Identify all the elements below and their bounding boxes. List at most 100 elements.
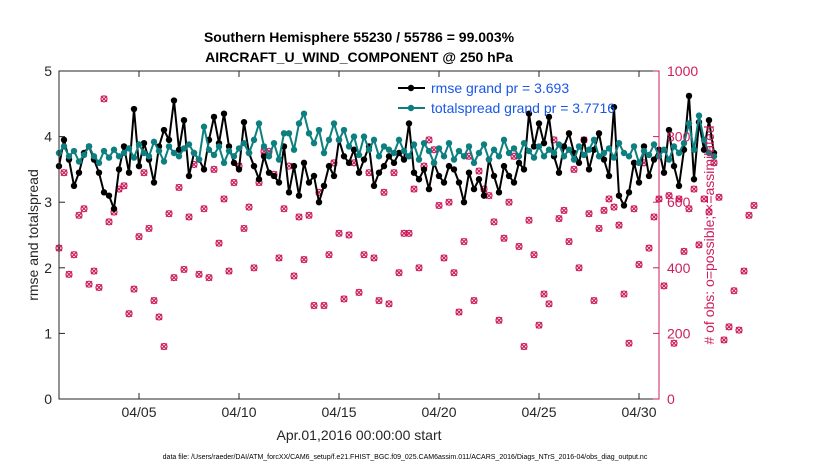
rmse-point <box>325 162 333 170</box>
obs-possible-marker <box>535 321 543 329</box>
obs-possible-marker <box>715 193 723 201</box>
rmse-point <box>420 166 428 173</box>
obs-assimilated-marker <box>725 323 733 331</box>
totalspread-point <box>430 159 438 167</box>
obs-possible-marker <box>250 264 258 272</box>
totalspread-point <box>635 159 643 167</box>
obs-assimilated-marker <box>455 308 463 316</box>
rmse-point <box>320 182 328 189</box>
obs-possible-marker <box>720 336 728 344</box>
rmse-point <box>345 159 353 167</box>
obs-assimilated-marker <box>630 205 638 213</box>
obs-possible-marker <box>415 264 423 272</box>
obs-assimilated-marker <box>180 266 188 273</box>
obs-possible-marker <box>610 203 618 211</box>
obs-possible-marker <box>90 267 98 275</box>
totalspread-point <box>275 156 283 163</box>
totalspread-point <box>240 139 248 147</box>
obs-assimilated-marker <box>560 206 568 214</box>
obs-assimilated-marker <box>710 159 718 167</box>
rmse-point <box>220 110 228 117</box>
obs-assimilated-marker <box>145 225 153 232</box>
obs-assimilated-marker <box>135 233 143 241</box>
obs-possible-marker <box>660 282 668 290</box>
obs-assimilated-marker <box>530 251 538 259</box>
totalspread-point <box>650 141 658 148</box>
obs-possible-marker <box>680 247 688 255</box>
obs-assimilated-marker <box>570 165 578 173</box>
y-axis-label: rmse and totalspread <box>25 169 41 301</box>
y2-tick-label: 1000 <box>667 63 698 79</box>
obs-possible-marker <box>515 242 523 251</box>
totalspread-point <box>115 153 123 160</box>
rmse-point <box>640 143 648 150</box>
rmse-point <box>520 166 528 173</box>
obs-assimilated-marker <box>415 264 423 272</box>
totalspread-point <box>500 136 508 144</box>
obs-possible-marker <box>520 342 528 351</box>
obs-assimilated-marker <box>595 225 603 232</box>
obs-assimilated-marker <box>660 282 668 290</box>
totalspread-point <box>235 145 243 152</box>
obs-possible-marker <box>225 267 233 275</box>
rmse-point <box>500 162 508 170</box>
y-tick-label: 4 <box>44 129 52 145</box>
totalspread-point <box>95 159 103 167</box>
rmse-point <box>615 192 623 199</box>
obs-possible-marker <box>600 206 608 214</box>
totalspread-point <box>575 143 583 150</box>
totalspread-point <box>510 145 518 152</box>
legend: rmse grand pr = 3.693 totalspread grand … <box>398 80 615 116</box>
obs-possible-marker <box>140 169 148 177</box>
y2-tick-label: 400 <box>667 260 691 276</box>
totalspread-point <box>290 146 298 153</box>
totalspread-point <box>470 159 478 167</box>
legend-rmse-label: rmse grand pr = 3.693 <box>431 80 569 96</box>
obs-assimilated-marker <box>185 213 193 221</box>
obs-possible-marker <box>560 206 568 214</box>
totalspread-point <box>140 149 148 157</box>
obs-assimilated-marker <box>230 179 238 186</box>
totalspread-point <box>360 133 368 140</box>
totalspread-point <box>135 141 143 148</box>
obs-assimilated-marker <box>195 270 203 278</box>
rmse-point <box>465 169 473 176</box>
totalspread-point <box>200 123 208 130</box>
totalspread-point <box>60 143 68 150</box>
obs-assimilated-marker <box>475 167 483 175</box>
obs-assimilated-marker <box>85 280 93 288</box>
rmse-point <box>225 143 233 150</box>
rmse-point <box>380 162 388 170</box>
rmse-point <box>165 136 173 144</box>
totalspread-point <box>595 153 603 160</box>
obs-possible-marker <box>590 297 598 305</box>
obs-possible-marker <box>695 241 703 249</box>
rmse-point <box>665 126 673 134</box>
obs-assimilated-marker <box>225 267 233 275</box>
obs-possible-marker <box>690 185 698 193</box>
totalspread-point <box>460 153 468 160</box>
totalspread-point <box>380 143 388 150</box>
chart-subtitle: AIRCRAFT_U_WIND_COMPONENT @ 250 hPa <box>205 49 513 65</box>
obs-possible-marker <box>245 203 253 211</box>
obs-assimilated-marker <box>325 251 333 259</box>
rmse-point <box>250 162 258 170</box>
obs-assimilated-marker <box>160 343 168 350</box>
obs-possible-marker <box>380 188 388 196</box>
obs-possible-marker <box>330 159 338 167</box>
totalspread-point <box>85 143 93 150</box>
obs-possible-marker <box>570 165 578 173</box>
totalspread-point <box>685 120 693 127</box>
rmse-point <box>255 176 263 183</box>
obs-possible-marker <box>320 301 328 310</box>
obs-assimilated-marker <box>125 310 133 318</box>
obs-possible-marker <box>620 290 628 298</box>
obs-possible-marker <box>400 229 408 237</box>
totalspread-point <box>295 120 303 127</box>
y-tick-label: 0 <box>44 391 52 407</box>
totalspread-point <box>590 136 598 144</box>
obs-possible-marker <box>425 136 433 144</box>
totalspread-point <box>435 145 443 152</box>
totalspread-point <box>710 153 718 160</box>
totalspread-point <box>535 143 543 150</box>
